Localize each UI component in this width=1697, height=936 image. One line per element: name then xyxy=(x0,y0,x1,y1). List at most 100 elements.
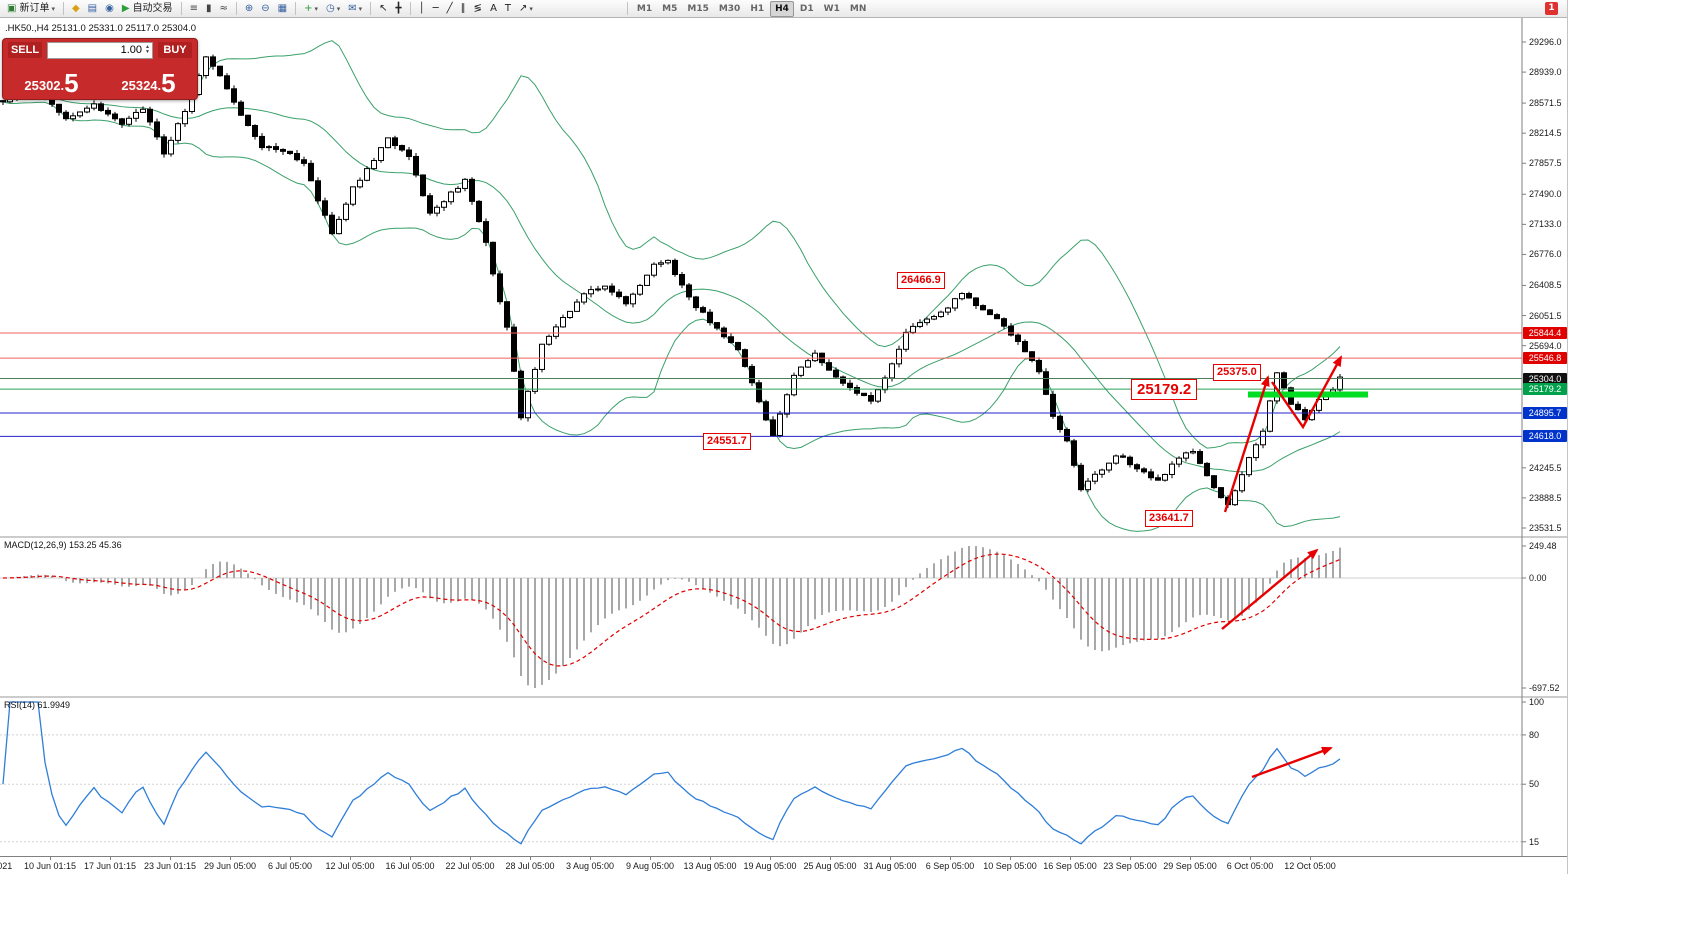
chevron-down-icon: ▾ xyxy=(358,4,363,13)
toolbar: 1 ▣ 新订单 ▾ ◆ ▤ ◉ ▶ 自动交易 ≡ ▮ ≈ ⊕ ⊖ ▦ + ▾ ◷ ▾ ✉ ▾ ↖ ╋ │ ─ ╱ ∥ ≶ A T ↗ ▾ M1… xyxy=(0,0,1567,18)
trendline-button[interactable]: ╱ xyxy=(444,1,456,17)
timeframe-h4-button[interactable]: H4 xyxy=(770,0,794,17)
zoom-in-button[interactable]: ⊕ xyxy=(242,1,256,17)
sell-price-button[interactable]: 25302. 5 xyxy=(3,61,100,99)
trade-widget-prices: 25302. 5 25324. 5 xyxy=(3,61,197,99)
time-axis-tick xyxy=(110,857,111,860)
chevron-down-icon: ▾ xyxy=(336,4,341,13)
time-axis-tick xyxy=(530,857,531,860)
bar-chart-button[interactable]: ≡ xyxy=(187,1,201,17)
profiles-button[interactable]: ◆ xyxy=(69,1,83,17)
timeframe-w1-button[interactable]: W1 xyxy=(823,3,840,14)
volume-input[interactable] xyxy=(50,44,143,56)
vertical-line-button[interactable]: │ xyxy=(416,1,428,17)
channel-button[interactable]: ∥ xyxy=(458,1,469,17)
time-axis-tick xyxy=(350,857,351,860)
timeframe-d1-button[interactable]: D1 xyxy=(799,3,814,14)
price-axis-tick: 25694.0 xyxy=(1529,340,1562,351)
timeframe-m1-button[interactable]: M1 xyxy=(636,3,653,14)
line-chart-icon: ≈ xyxy=(219,2,228,14)
price-callout[interactable]: 26466.9 xyxy=(897,271,945,289)
sell-button[interactable]: SELL xyxy=(8,42,42,58)
clock-icon: ◷ xyxy=(326,2,335,14)
rsi-axis-tick: 50 xyxy=(1529,779,1540,790)
templates-button[interactable]: ✉ ▾ xyxy=(345,1,365,17)
crosshair-icon: ╋ xyxy=(395,2,402,14)
time-axis-label: 31 Aug 05:00 xyxy=(863,861,917,871)
data-window-button[interactable]: ▤ xyxy=(85,1,100,17)
text-icon: A xyxy=(490,2,497,14)
crosshair-button[interactable]: ╋ xyxy=(393,1,405,17)
auto-trading-button-label: 自动交易 xyxy=(132,2,173,14)
time-axis-tick xyxy=(770,857,771,860)
time-axis-tick xyxy=(830,857,831,860)
horizontal-line-button[interactable]: ─ xyxy=(430,1,442,17)
time-axis-label: 10 Sep 05:00 xyxy=(983,861,1037,871)
volume-increase-icon[interactable]: ▲ xyxy=(145,44,150,50)
buy-price-button[interactable]: 25324. 5 xyxy=(100,61,197,99)
rsi-trend-arrow[interactable] xyxy=(1251,746,1333,779)
trend-arrow[interactable] xyxy=(1271,355,1343,430)
data-window-icon: ▤ xyxy=(87,2,98,14)
new-order-button-label: 新订单 xyxy=(19,2,50,14)
thick-green-segment[interactable] xyxy=(1248,391,1368,398)
macd-trend-arrow[interactable] xyxy=(1221,548,1319,630)
fibonacci-button[interactable]: ≶ xyxy=(471,1,485,17)
indicators-button[interactable]: + ▾ xyxy=(301,1,321,17)
time-axis-tick xyxy=(1190,857,1191,860)
time-axis-label: 6 Sep 05:00 xyxy=(925,861,975,871)
timeframe-m30-button[interactable]: M30 xyxy=(718,3,741,14)
zoom-out-button[interactable]: ⊖ xyxy=(258,1,272,17)
buy-price-main: 25324. xyxy=(121,78,162,93)
timeframe-mn-button[interactable]: MN xyxy=(849,3,867,14)
price-axis-badge: 25546.8 xyxy=(1523,352,1567,365)
timeframe-h1-button[interactable]: H1 xyxy=(750,3,765,14)
timeframe-m15-button[interactable]: M15 xyxy=(687,3,709,14)
price-axis-tick: 23888.5 xyxy=(1529,492,1562,503)
arrows-button[interactable]: ↗ ▾ xyxy=(516,1,536,17)
trend-arrow[interactable] xyxy=(1223,375,1270,513)
bollinger-upper-band xyxy=(2,40,1341,449)
market-watch-button[interactable]: ◉ xyxy=(102,1,117,17)
price-axis-tick: 26408.5 xyxy=(1529,280,1562,291)
macd-signal-line xyxy=(2,553,1341,667)
price-callout[interactable]: 25375.0 xyxy=(1213,363,1261,381)
volume-field[interactable]: ▲▼ xyxy=(47,41,153,59)
market-watch-icon: ◉ xyxy=(105,2,114,14)
label-icon: T xyxy=(504,2,512,14)
price-axis-badge: 25844.4 xyxy=(1523,327,1567,339)
label-button[interactable]: T xyxy=(502,1,514,17)
line-chart-button[interactable]: ≈ xyxy=(216,1,230,17)
buy-button[interactable]: BUY xyxy=(158,42,192,58)
time-axis[interactable]: 3 Jun 2021 10 Jun 01:15 17 Jun 01:15 23 Jun… xyxy=(0,856,1567,874)
price-callout[interactable]: 23641.7 xyxy=(1145,509,1193,527)
volume-decrease-icon[interactable]: ▼ xyxy=(145,49,150,55)
time-axis-label: 3 Jun 2021 xyxy=(0,861,13,871)
trendline-icon: ╱ xyxy=(446,2,453,14)
new-order-icon: ▣ xyxy=(7,2,17,14)
chart-canvas[interactable] xyxy=(0,18,1568,856)
tile-windows-button[interactable]: ▦ xyxy=(275,1,290,17)
cursor-button[interactable]: ↖ xyxy=(376,1,390,17)
timeframe-m5-button[interactable]: M5 xyxy=(662,3,678,14)
time-axis-tick xyxy=(1010,857,1011,860)
time-axis-tick xyxy=(170,857,171,860)
volume-stepper[interactable]: ▲ ▼ xyxy=(145,45,150,55)
toolbar-separator xyxy=(62,2,64,15)
periods-button[interactable]: ◷ ▾ xyxy=(323,1,343,17)
price-callout[interactable]: 25179.2 xyxy=(1131,379,1198,401)
text-button[interactable]: A xyxy=(487,1,500,17)
time-axis-tick xyxy=(1250,857,1251,860)
macd-layer xyxy=(0,546,1522,688)
toolbar-separator xyxy=(235,2,237,15)
price-callout[interactable]: 24551.7 xyxy=(703,432,751,450)
macd-label: MACD(12,26,9) 153.25 45.36 xyxy=(4,540,122,550)
auto-trading-button[interactable]: ▶ 自动交易 xyxy=(119,1,176,17)
candlestick-chart-button[interactable]: ▮ xyxy=(203,1,215,17)
new-order-button[interactable]: ▣ 新订单 ▾ xyxy=(4,1,58,17)
buy-price-big-digit: 5 xyxy=(161,68,176,98)
candles xyxy=(0,54,1343,508)
template-icon: ✉ xyxy=(348,2,357,14)
notification-badge[interactable]: 1 xyxy=(1545,2,1558,15)
toolbar-separator xyxy=(409,2,411,15)
